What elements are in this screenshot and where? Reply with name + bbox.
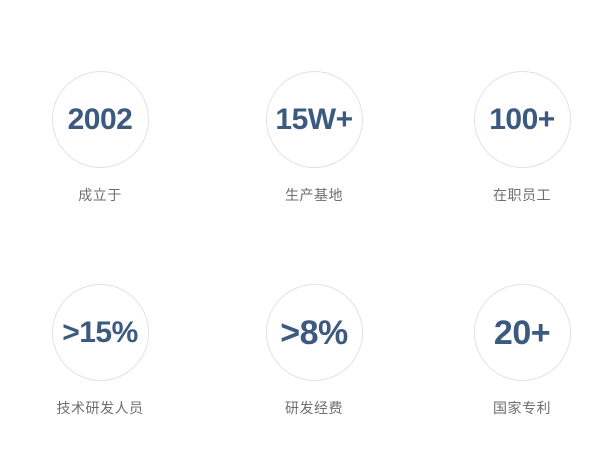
stat-value-founded: 2002: [67, 102, 133, 136]
stat-value-production-base: 15W+: [275, 102, 353, 136]
stat-value-employees: 100+: [489, 102, 555, 136]
statistics-row-2: >15% 技术研发人员 >8% 研发经费 20+ 国家专利: [0, 284, 616, 426]
stat-label-patents: 国家专利: [493, 400, 551, 416]
stat-label-production-base: 生产基地: [285, 187, 343, 203]
stat-item-patents: 20+ 国家专利: [428, 284, 616, 426]
stat-item-employees: 100+ 在职员工: [428, 71, 616, 213]
stat-value-rd-staff: >15%: [62, 315, 138, 349]
stat-circle-production-base: 15W+: [265, 71, 363, 168]
stat-label-rd-expense: 研发经费: [285, 400, 343, 416]
stat-circle-employees: 100+: [473, 71, 571, 168]
stat-item-founded: 2002 成立于: [0, 71, 200, 213]
stat-label-rd-staff: 技术研发人员: [56, 400, 144, 416]
stat-value-patents: 20+: [493, 313, 551, 352]
stat-circle-founded: 2002: [51, 71, 149, 168]
stat-label-founded: 成立于: [78, 187, 122, 203]
stat-circle-rd-staff: >15%: [51, 284, 149, 381]
stat-item-rd-expense: >8% 研发经费: [200, 284, 428, 426]
stat-circle-patents: 20+: [473, 284, 571, 381]
stat-label-employees: 在职员工: [493, 187, 551, 203]
stat-circle-rd-expense: >8%: [265, 284, 363, 381]
stat-value-rd-expense: >8%: [280, 313, 348, 352]
stat-item-production-base: 15W+ 生产基地: [200, 71, 428, 213]
statistics-row-1: 2002 成立于 15W+ 生产基地 100+ 在职员工: [0, 71, 616, 213]
stat-item-rd-staff: >15% 技术研发人员: [0, 284, 200, 426]
